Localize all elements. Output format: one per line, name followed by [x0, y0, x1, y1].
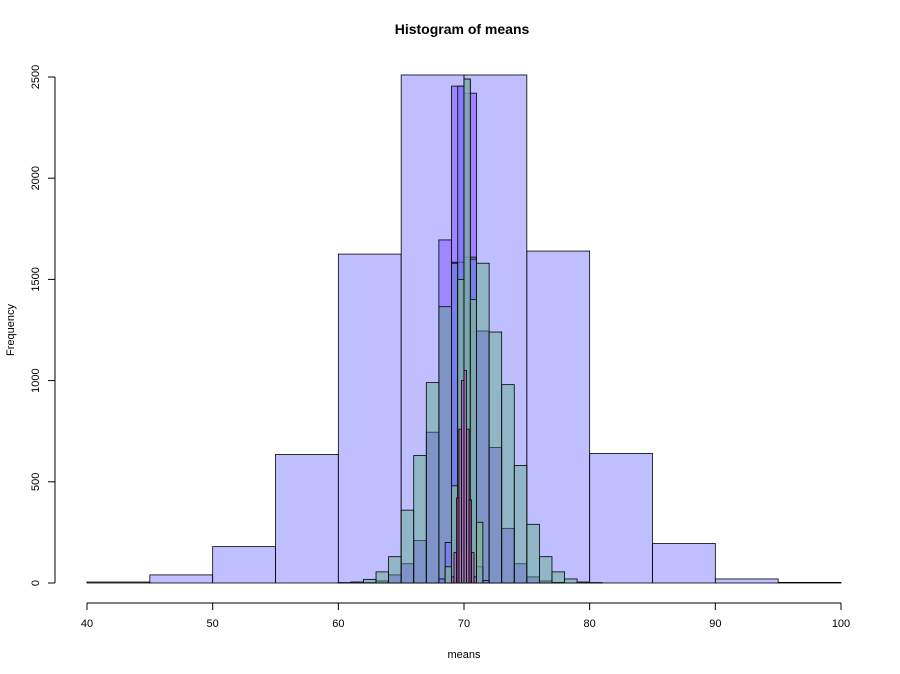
x-tick-label: 100 — [832, 618, 850, 630]
histogram-bar — [652, 543, 716, 584]
histogram-bar — [438, 306, 452, 584]
histogram-bar — [212, 546, 276, 584]
histogram-bar — [388, 556, 402, 584]
histogram-bar — [375, 571, 389, 584]
histogram-bar — [400, 509, 415, 584]
histogram-bar — [86, 581, 151, 584]
histogram-bar — [275, 454, 339, 584]
y-tick-label: 0 — [30, 580, 42, 586]
histogram-bar — [539, 556, 553, 584]
x-axis-label: means — [447, 649, 481, 661]
x-tick-label: 60 — [332, 618, 344, 630]
histogram-bar — [501, 384, 515, 584]
chart-title: Histogram of means — [395, 21, 530, 37]
x-tick-label: 80 — [584, 618, 596, 630]
histogram-bar — [350, 581, 364, 584]
histogram-bar — [513, 465, 528, 584]
histogram-bar — [363, 578, 377, 584]
bars-layer — [86, 74, 842, 584]
y-tick-label: 2500 — [30, 65, 42, 89]
y-tick-label: 1500 — [30, 267, 42, 291]
y-tick-label: 500 — [30, 473, 42, 491]
histogram-bar — [444, 566, 452, 584]
x-axis: 40 50 60 70 80 90 100 — [81, 602, 850, 630]
histogram-bar — [714, 578, 779, 584]
histogram-bar — [425, 382, 440, 584]
x-tick-label: 70 — [458, 618, 470, 630]
histogram-bar — [564, 578, 578, 584]
histogram-bar — [777, 581, 842, 584]
histogram-bar — [488, 331, 503, 584]
histogram-bar — [473, 576, 477, 584]
histogram-bar — [337, 253, 402, 584]
histogram-bar — [438, 578, 446, 584]
histogram-bar — [526, 250, 591, 584]
histogram-bar — [149, 574, 214, 584]
x-tick-label: 40 — [81, 618, 93, 630]
histogram-bar — [476, 521, 484, 584]
x-tick-label: 50 — [207, 618, 219, 630]
x-tick-label: 90 — [709, 618, 721, 630]
histogram-bar — [482, 580, 490, 584]
y-tick-label: 2000 — [30, 166, 42, 190]
y-tick-label: 1000 — [30, 368, 42, 392]
histogram-bar — [589, 453, 653, 584]
histogram-bar — [551, 571, 565, 584]
histogram-bar — [526, 523, 540, 584]
histogram-bar — [468, 499, 472, 584]
histogram-bar — [471, 552, 475, 584]
histogram-bar — [413, 455, 427, 584]
y-axis: 0 500 1000 1500 2000 2500 — [30, 65, 56, 586]
y-axis-label: Frequency — [5, 304, 17, 356]
histogram-bar — [576, 581, 591, 584]
